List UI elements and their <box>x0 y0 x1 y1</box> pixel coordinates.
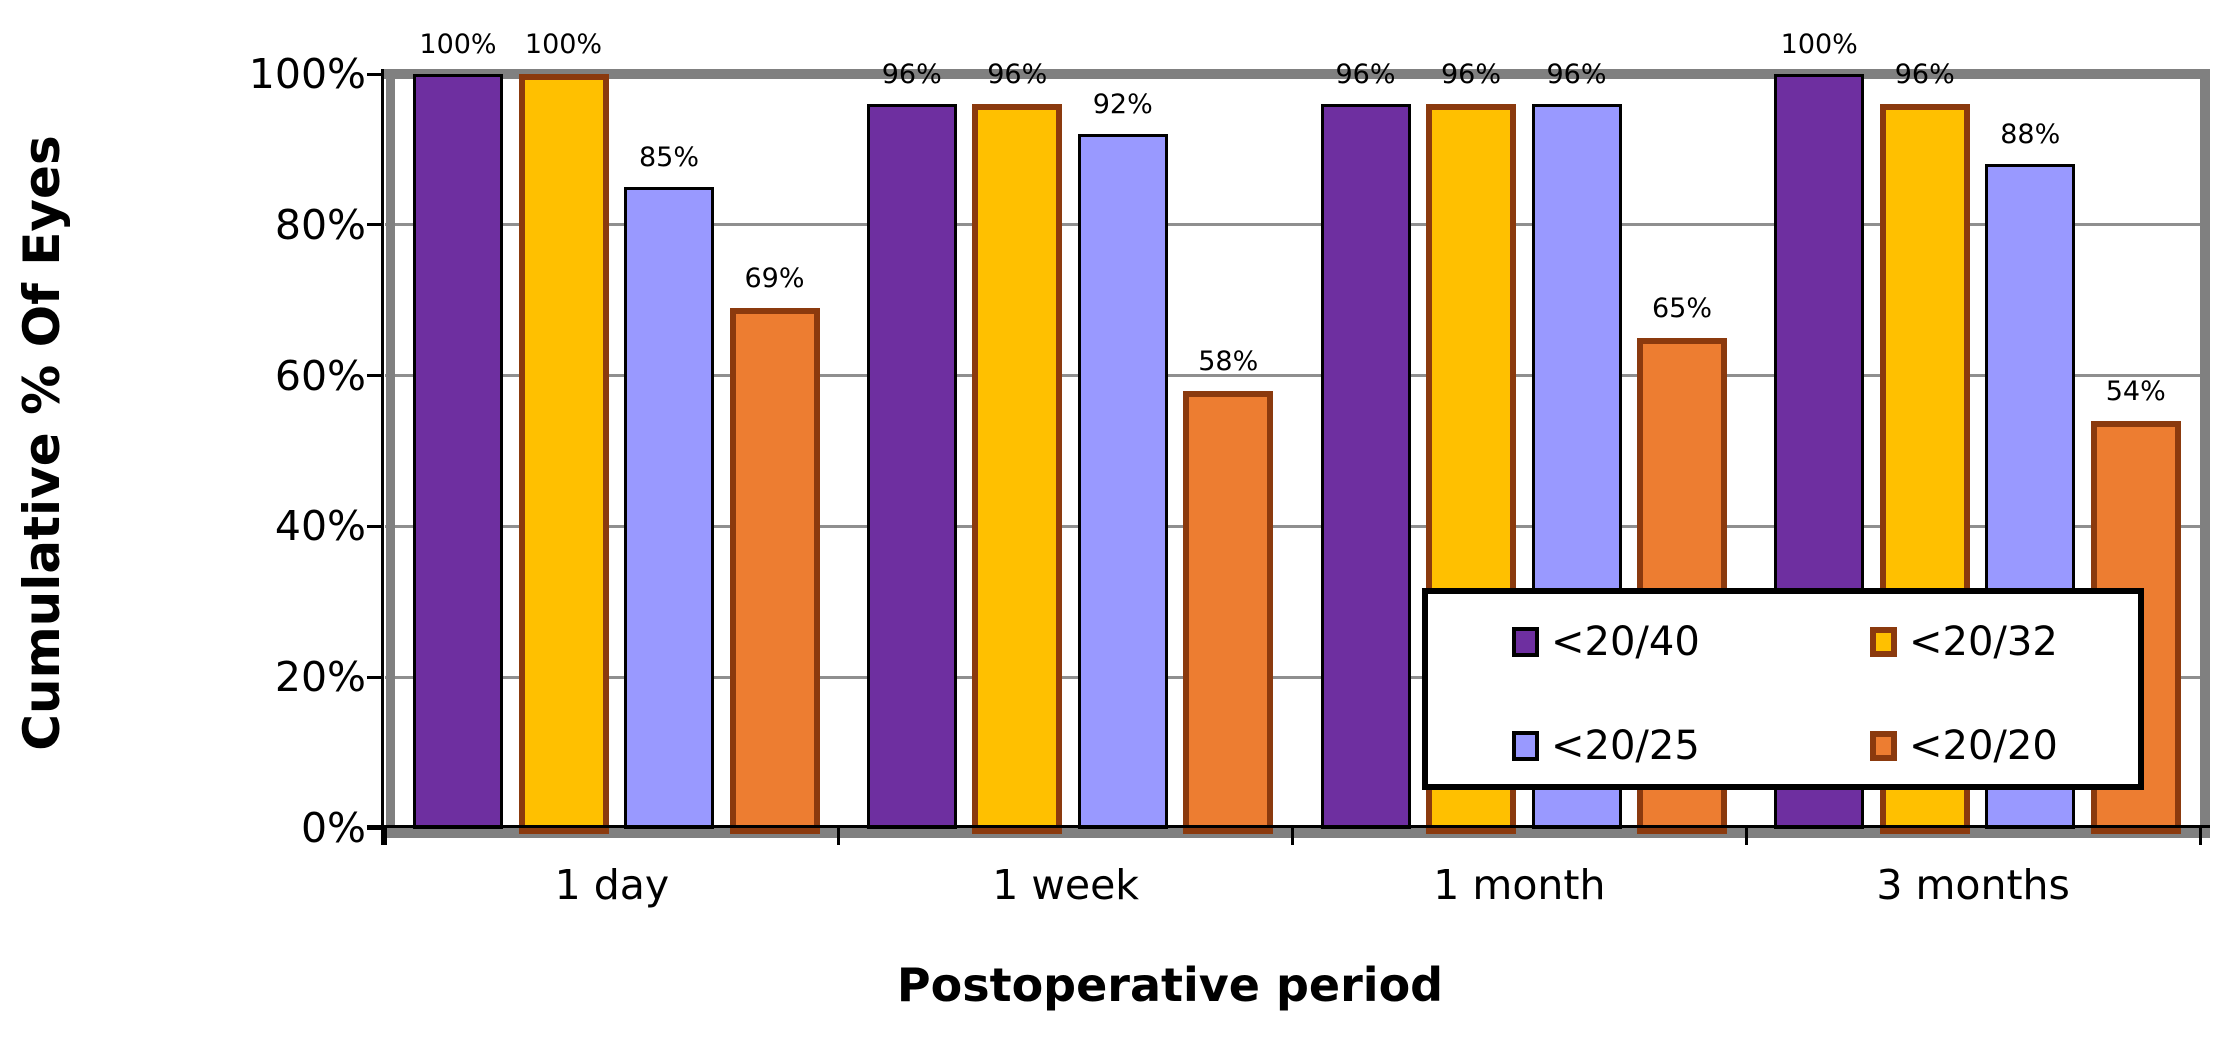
value-label: 100% <box>524 29 603 60</box>
x-axis-category-label: 3 months <box>1876 861 2070 909</box>
x-axis-tick <box>1291 828 1294 845</box>
bar <box>1183 390 1274 834</box>
gridline <box>385 524 2200 528</box>
legend-item-label: <20/32 <box>1909 619 2058 665</box>
y-axis-line <box>381 69 384 845</box>
value-label: 69% <box>744 262 805 294</box>
value-label: 88% <box>2000 119 2061 151</box>
y-axis-tick-label: 80% <box>274 200 366 249</box>
x-axis-tick <box>837 828 841 845</box>
value-label: 96% <box>881 59 942 91</box>
bar <box>729 307 820 834</box>
value-label: 85% <box>638 142 699 174</box>
y-axis-tick-label: 40% <box>274 502 366 551</box>
x-axis-tick <box>2198 828 2202 845</box>
legend-item: <20/32 <box>1870 616 2058 668</box>
legend-swatch-icon <box>1870 627 1897 657</box>
legend-item: <20/20 <box>1870 720 2058 772</box>
value-label: 96% <box>987 59 1048 91</box>
value-label: 92% <box>1092 89 1153 121</box>
y-axis-tick-label: 0% <box>300 804 366 852</box>
value-label: 58% <box>1198 345 1259 377</box>
y-axis-tick-label: 60% <box>274 351 366 400</box>
plot-frame-right <box>2200 69 2210 837</box>
bar <box>1077 134 1168 829</box>
y-axis-tick-label: 100% <box>248 50 366 98</box>
legend-swatch-icon <box>1512 731 1539 761</box>
value-label: 54% <box>2105 375 2166 407</box>
value-label: 65% <box>1651 292 1712 324</box>
gridline <box>385 223 2200 227</box>
bar <box>866 104 957 829</box>
x-axis-category-label: 1 week <box>992 861 1140 909</box>
x-axis-tick <box>383 828 387 845</box>
legend-item: <20/40 <box>1512 616 1700 668</box>
x-axis-category-label: 1 day <box>554 861 670 909</box>
bar <box>1320 104 1411 829</box>
plot-frame-bottom <box>381 828 2210 838</box>
value-label: 100% <box>419 29 497 60</box>
value-label: 96% <box>1440 59 1501 91</box>
value-label: 96% <box>1335 59 1396 91</box>
x-axis-title: Postoperative period <box>896 958 1444 1012</box>
legend-swatch-icon <box>1512 627 1539 657</box>
x-axis-tick <box>1744 828 1748 845</box>
legend-item: <20/25 <box>1512 720 1700 772</box>
y-axis-tick <box>367 675 383 679</box>
bar <box>972 104 1063 834</box>
value-label: 96% <box>1894 59 1955 91</box>
x-axis-line <box>367 825 2210 828</box>
legend-item-label: <20/20 <box>1909 723 2058 769</box>
bar <box>624 187 714 829</box>
legend: <20/40 <20/32 <20/25 <20/20 <box>1422 588 2144 790</box>
legend-item-label: <20/40 <box>1551 619 1700 665</box>
bar <box>518 74 609 834</box>
y-axis-tick-label: 20% <box>274 653 366 702</box>
legend-swatch-icon <box>1870 731 1897 761</box>
y-axis-title: Cumulative % Of Eyes <box>13 135 71 751</box>
y-axis-tick <box>367 223 383 227</box>
gridline <box>385 675 2200 679</box>
y-axis-tick <box>367 524 383 528</box>
value-label: 96% <box>1546 59 1607 91</box>
bar <box>413 74 503 829</box>
gridline <box>385 374 2200 378</box>
y-axis-tick <box>367 374 383 378</box>
x-axis-category-label: 1 month <box>1433 861 1606 909</box>
value-label: 100% <box>1780 29 1858 60</box>
y-axis-tick <box>367 72 383 76</box>
y-axis-tick <box>367 826 383 830</box>
plot-frame-top <box>381 69 2210 79</box>
legend-item-label: <20/25 <box>1551 723 1700 769</box>
plot-frame-left <box>386 74 395 828</box>
